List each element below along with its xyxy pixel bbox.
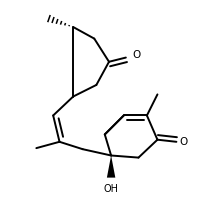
Text: OH: OH (104, 184, 119, 194)
Text: O: O (180, 137, 188, 147)
Polygon shape (107, 155, 115, 178)
Text: O: O (133, 50, 141, 60)
